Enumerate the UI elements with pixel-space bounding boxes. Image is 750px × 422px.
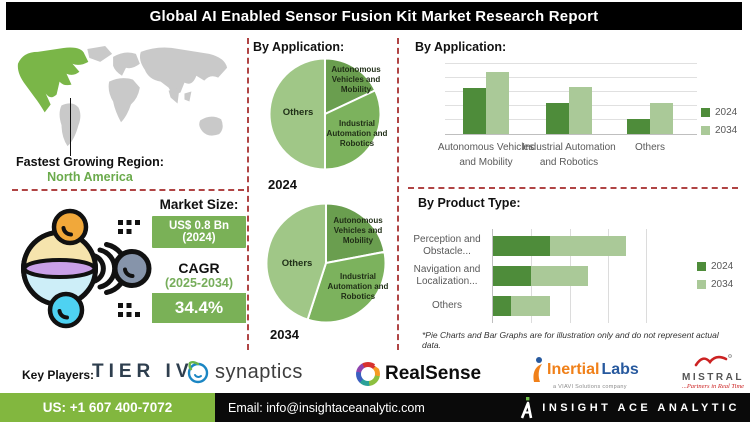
- market-size-block: Market Size: US$ 0.8 Bn (2024) CAGR (202…: [152, 197, 246, 323]
- insight-ace-analytic-logo: INSIGHT ACE ANALYTIC: [519, 396, 740, 419]
- horizontal-divider: [408, 187, 738, 189]
- legend-swatch: [697, 280, 706, 289]
- bar-2034: [486, 72, 509, 134]
- gridline: [445, 77, 697, 78]
- tier-iv-logo: TIER IV: [92, 361, 194, 383]
- gridline: [607, 229, 609, 323]
- category-label: Navigation and Localization...: [413, 264, 481, 287]
- bar-2034: [569, 87, 592, 134]
- application-column-chart: [445, 63, 697, 135]
- pie-chart-2034: Autonomous Vehicles and Mobility Industr…: [265, 202, 389, 324]
- legend-item: 2024: [701, 107, 737, 118]
- inertial-labs-logo: Inertial Labs a VIAVI Solutions company: [531, 357, 639, 390]
- bar-2034: [650, 102, 673, 134]
- market-size-label: Market Size:: [159, 197, 239, 212]
- legend-label: 2024: [711, 261, 734, 272]
- legend-item: 2034: [701, 125, 737, 136]
- category-label: Industrial Automation and Robotics: [522, 142, 616, 168]
- mistral-tagline: ...Partners in Real Time: [681, 383, 745, 390]
- category-label: Others: [431, 300, 462, 311]
- map-pointer-line: [70, 98, 71, 156]
- world-map: [17, 45, 228, 147]
- pie-slice-label: Others: [281, 258, 313, 269]
- cagr-value-badge: 34.4%: [152, 293, 246, 323]
- legend-item: 2024: [697, 261, 733, 272]
- mistral-logo-text: MISTRAL: [682, 372, 744, 383]
- tier-iv-logo-text: TIER IV: [92, 361, 194, 382]
- pie-slice-label: Industrial Automation and Robotics: [326, 119, 388, 148]
- realsense-ring-icon: [356, 362, 380, 386]
- page-title: Global AI Enabled Sensor Fusion Kit Mark…: [149, 7, 599, 25]
- category-label: Autonomous Vehicles and Mobility: [437, 142, 535, 168]
- synaptics-logo-text: synaptics: [215, 360, 303, 383]
- key-players-label: Key Players:: [22, 368, 95, 382]
- brand-text: INSIGHT ACE ANALYTIC: [542, 401, 740, 414]
- mistral-m-icon: [694, 354, 732, 367]
- bar-2034: [531, 266, 588, 286]
- phone-number: US: +1 607 400-7072: [0, 393, 215, 422]
- bar-2024: [493, 236, 550, 256]
- bar-2024: [493, 266, 532, 286]
- region-label: Fastest Growing Region:: [16, 155, 164, 169]
- category-label: Others: [634, 142, 665, 153]
- pie-chart-2024: Autonomous Vehicles and Mobility Industr…: [268, 57, 387, 171]
- realsense-logo: RealSense: [356, 362, 481, 386]
- gridline: [646, 229, 647, 323]
- bar-2034: [549, 236, 627, 256]
- region-value: North America: [47, 170, 133, 184]
- north-america-region: [17, 47, 89, 113]
- inertial-labs-i-icon: [533, 357, 542, 382]
- pie-slice-label: Others: [282, 107, 314, 118]
- market-size-value: US$ 0.8 Bn: [168, 220, 230, 232]
- market-size-year: (2024): [182, 232, 216, 244]
- bar-2034: [511, 296, 550, 316]
- pie-slice-label: Industrial Automation and Robotics: [327, 272, 389, 301]
- legend-label: 2024: [715, 107, 738, 118]
- bar-2024: [546, 102, 569, 134]
- viavi-subtext: a VIAVI Solutions company: [553, 384, 627, 390]
- bar-section-header: By Application:: [415, 40, 507, 54]
- bar-2024: [627, 118, 650, 134]
- realsense-logo-text: RealSense: [385, 363, 482, 384]
- pie-year-label: 2024: [268, 177, 297, 192]
- bar-2024: [463, 87, 486, 134]
- gridline: [445, 63, 697, 64]
- legend-item: 2034: [697, 279, 733, 290]
- cagr-period: (2025-2034): [164, 276, 234, 290]
- legend-swatch: [701, 108, 710, 117]
- legend-swatch: [701, 126, 710, 135]
- fastest-growing-region: Fastest Growing Region: North America: [8, 155, 172, 184]
- bar-2024: [493, 296, 512, 316]
- legend-label: 2034: [711, 279, 734, 290]
- labs-logo-text: Labs: [601, 361, 639, 378]
- mistral-logo: MISTRAL ...Partners in Real Time: [681, 353, 745, 390]
- product-chart-legend: 2024 2034: [697, 261, 733, 290]
- horizontal-divider: [12, 189, 244, 191]
- legend-swatch: [697, 262, 706, 271]
- synaptics-droplet-icon: [187, 361, 209, 384]
- footer-bar: US: +1 607 400-7072 Email: info@insighta…: [0, 393, 750, 422]
- inertial-logo-text: Inertial: [547, 361, 600, 378]
- sensor-fusion-icon: [21, 208, 152, 329]
- pie-section-header: By Application:: [253, 40, 345, 54]
- category-label: Perception and Obstacle...: [413, 234, 481, 257]
- vertical-divider: [247, 38, 249, 350]
- insight-ace-a-icon: [521, 396, 533, 418]
- legend-label: 2034: [715, 125, 738, 136]
- email-address: Email: info@insightaceanalytic.com: [228, 400, 425, 415]
- column-chart-legend: 2024 2034: [701, 107, 737, 136]
- market-size-badge: US$ 0.8 Bn (2024): [152, 216, 246, 248]
- pie-slice-label: Autonomous Vehicles and Mobility: [333, 216, 383, 245]
- product-section-header: By Product Type:: [418, 196, 521, 210]
- pie-year-label: 2034: [270, 327, 299, 342]
- product-type-bar-chart: [492, 229, 647, 323]
- pie-slice-label: Autonomous Vehicles and Mobility: [331, 65, 381, 94]
- disclaimer-footnote: *Pie Charts and Bar Graphs are for illus…: [422, 330, 719, 350]
- synaptics-logo: synaptics: [186, 360, 303, 384]
- vertical-divider: [397, 38, 399, 350]
- title-banner: Global AI Enabled Sensor Fusion Kit Mark…: [6, 2, 742, 30]
- cagr-label: CAGR: [178, 260, 220, 276]
